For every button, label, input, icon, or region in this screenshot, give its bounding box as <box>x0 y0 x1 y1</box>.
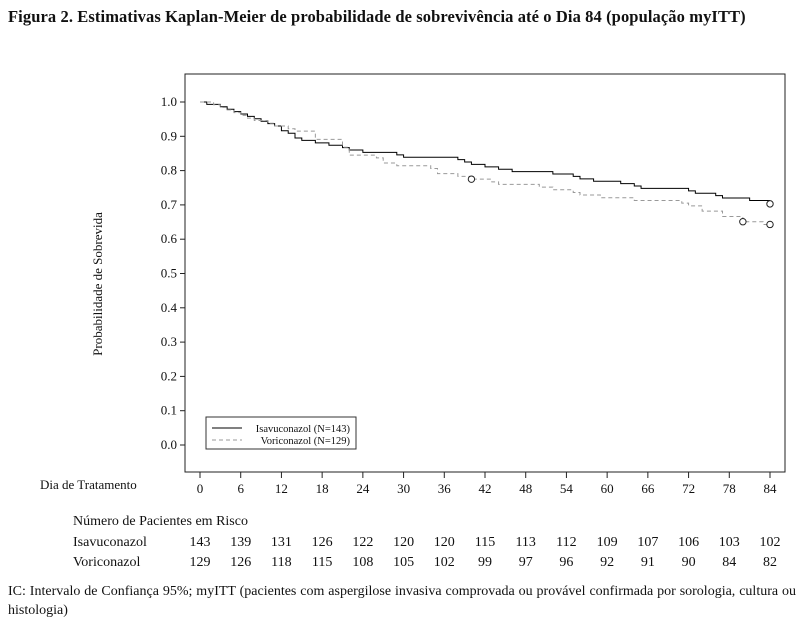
y-tick-label: 0.9 <box>161 128 177 143</box>
risk-value: 113 <box>515 535 536 550</box>
y-axis-label: Probabilidade de Sobrevida <box>90 212 105 356</box>
figure-title: Figura 2. Estimativas Kaplan-Meier de pr… <box>8 7 746 26</box>
risk-value: 107 <box>637 535 659 550</box>
risk-value: 112 <box>556 535 577 550</box>
y-tick-label: 0.6 <box>161 231 178 246</box>
risk-value: 82 <box>763 555 777 570</box>
legend-label-isavuconazol: Isavuconazol (N=143) <box>256 424 351 435</box>
risk-value: 122 <box>352 535 374 550</box>
x-tick-label: 6 <box>237 481 244 496</box>
risk-value: 126 <box>230 555 252 570</box>
risk-value: 90 <box>681 555 696 570</box>
footnote: IC: Intervalo de Confiança 95%; myITT (p… <box>8 584 796 618</box>
y-tick-label: 0.8 <box>161 163 177 178</box>
risk-value: 105 <box>393 555 415 570</box>
chart-legend: Isavuconazol (N=143)Voriconazol (N=129) <box>205 416 357 450</box>
x-tick-label: 60 <box>601 481 614 496</box>
y-tick-label: 0.7 <box>161 197 178 212</box>
x-tick-label: 66 <box>641 481 655 496</box>
chart-curves <box>200 101 774 229</box>
y-tick-label: 0.2 <box>161 368 177 383</box>
risk-value: 92 <box>600 555 615 570</box>
y-tick-label: 1.0 <box>161 94 177 109</box>
x-tick-label: 72 <box>682 481 695 496</box>
risk-value: 108 <box>352 555 374 570</box>
risk-value: 129 <box>189 555 211 570</box>
censor-marker <box>467 175 476 183</box>
risk-table-title: Número de Pacientes em Risco <box>73 514 248 529</box>
y-tick-label: 0.5 <box>161 266 177 281</box>
y-tick-label: 0.4 <box>161 300 178 315</box>
censor-marker <box>766 200 774 208</box>
risk-value: 99 <box>478 555 492 570</box>
risk-value: 103 <box>718 535 740 550</box>
risk-value: 126 <box>311 535 333 550</box>
risk-value: 139 <box>230 535 252 550</box>
risk-value: 102 <box>759 535 781 550</box>
risk-value: 96 <box>559 555 574 570</box>
censor-marker <box>739 218 747 226</box>
x-tick-label: 42 <box>479 481 492 496</box>
series-line-isavuconazol <box>200 101 770 201</box>
x-tick-label: 36 <box>438 481 452 496</box>
chart-ticks: 1.0 0.9 0.8 0.7 0.6 0.5 0.4 0.3 0.2 0.1 0.0 0 6 12 18 2… <box>161 94 777 496</box>
risk-value: 109 <box>596 535 618 550</box>
x-tick-label: 54 <box>560 481 574 496</box>
risk-value: 115 <box>311 555 333 570</box>
risk-value: 115 <box>474 535 496 550</box>
x-tick-label: 84 <box>764 481 778 496</box>
risk-value: 102 <box>433 555 455 570</box>
censor-marker <box>766 220 774 229</box>
risk-value: 143 <box>189 535 211 550</box>
x-tick-label: 24 <box>356 481 370 496</box>
x-tick-label: 0 <box>197 481 204 496</box>
chart-axes <box>184 73 786 473</box>
risk-value: 106 <box>678 535 700 550</box>
risk-value: 91 <box>640 555 655 570</box>
legend-box <box>205 416 357 450</box>
x-tick-label: 12 <box>275 481 288 496</box>
plot-frame <box>184 73 786 473</box>
x-tick-label: 48 <box>519 481 532 496</box>
x-axis-label: Dia de Tratamento <box>40 477 137 492</box>
risk-value: 131 <box>270 535 292 550</box>
y-tick-label: 0.1 <box>161 403 177 418</box>
x-tick-label: 78 <box>723 481 736 496</box>
series-line-voriconazol <box>200 101 770 225</box>
y-tick-label: 0.3 <box>161 334 177 349</box>
risk-value: 120 <box>433 535 455 550</box>
risk-value: 84 <box>722 555 737 570</box>
y-tick-label: 0.0 <box>161 437 177 452</box>
x-tick-label: 30 <box>397 481 410 496</box>
risk-value: 120 <box>393 535 415 550</box>
risk-row-label-isavuconazol: Isavuconazol <box>73 535 147 550</box>
x-tick-label: 18 <box>316 481 329 496</box>
risk-row-label-voriconazol: Voriconazol <box>73 555 141 570</box>
legend-label-voriconazol: Voriconazol (N=129) <box>261 436 351 447</box>
risk-value: 118 <box>271 555 292 570</box>
risk-value: 97 <box>518 555 533 570</box>
